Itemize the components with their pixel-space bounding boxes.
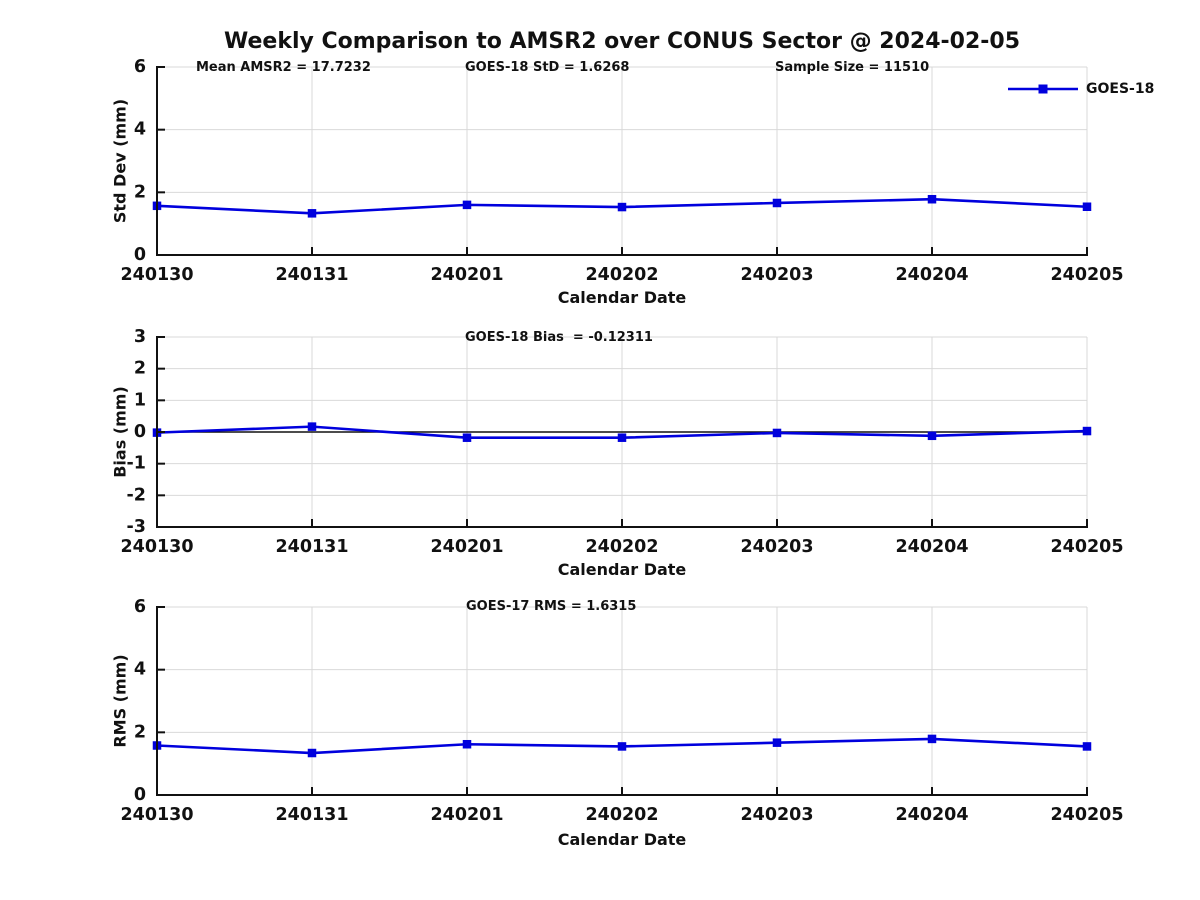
y-axis-label-bias: Bias (mm) — [110, 386, 130, 478]
x-tick-label: 240201 — [430, 537, 503, 557]
y-tick-label: 3 — [134, 327, 146, 347]
x-tick-label: 240205 — [1050, 265, 1123, 285]
x-tick-label: 240205 — [1050, 537, 1123, 557]
x-tick-label: 240131 — [275, 805, 348, 825]
data-point-marker — [617, 433, 627, 442]
y-tick-label: 1 — [134, 390, 146, 410]
y-tick-label: 4 — [134, 660, 146, 680]
legend: GOES-18 — [1006, 80, 1154, 98]
annotation-goes18-bias: GOES-18 Bias = -0.12311 — [465, 330, 653, 345]
x-tick-label: 240201 — [430, 265, 503, 285]
x-tick-label: 240202 — [585, 805, 658, 825]
data-point-marker — [1082, 426, 1092, 436]
legend-line-sample — [1008, 84, 1078, 94]
annotation-goes18-std: GOES-18 StD = 1.6268 — [465, 60, 630, 75]
page-title: Weekly Comparison to AMSR2 over CONUS Se… — [224, 29, 1020, 54]
y-tick-label: 0 — [134, 785, 146, 805]
data-point-marker — [617, 742, 627, 751]
annotation-sample-size: Sample Size = 11510 — [775, 60, 930, 75]
annotation-goes17-rms: GOES-17 RMS = 1.6315 — [466, 599, 637, 614]
x-tick-label: 240202 — [585, 265, 658, 285]
data-point-marker — [307, 209, 317, 218]
x-tick-label: 240203 — [740, 265, 813, 285]
y-axis-label-stddev: Std Dev (mm) — [110, 98, 130, 224]
annotation-mean-amsr2: Mean AMSR2 = 17.7232 — [196, 60, 371, 75]
y-tick-label: 0 — [134, 245, 146, 265]
x-tick-label: 240204 — [895, 265, 968, 285]
x-tick-label: 240205 — [1050, 805, 1123, 825]
y-tick-label: -2 — [127, 485, 146, 505]
x-axis-label-3: Calendar Date — [557, 830, 687, 849]
data-point-marker — [927, 431, 937, 441]
y-tick-label: 6 — [134, 597, 146, 617]
y-axis-label-rms: RMS (mm) — [110, 654, 130, 748]
data-point-marker — [307, 748, 317, 758]
data-point-marker — [1082, 742, 1092, 751]
y-tick-label: -3 — [127, 517, 146, 537]
y-tick-label: 2 — [134, 182, 146, 202]
data-point-marker — [772, 738, 782, 747]
y-tick-label: -1 — [127, 454, 146, 474]
x-axis-label-1: Calendar Date — [557, 288, 687, 307]
data-point-marker — [307, 422, 317, 431]
x-tick-label: 240201 — [430, 805, 503, 825]
x-tick-label: 240130 — [120, 805, 193, 825]
data-point-marker — [1082, 202, 1092, 211]
x-tick-label: 240202 — [585, 537, 658, 557]
x-tick-label: 240203 — [740, 805, 813, 825]
x-tick-label: 240130 — [120, 265, 193, 285]
x-tick-label: 240130 — [120, 537, 193, 557]
legend-label: GOES-18 — [1086, 81, 1155, 97]
x-tick-label: 240131 — [275, 265, 348, 285]
y-tick-label: 2 — [134, 722, 146, 742]
y-tick-label: 4 — [134, 120, 146, 140]
data-point-marker — [927, 194, 937, 204]
data-point-marker — [927, 734, 937, 744]
x-axis-label-2: Calendar Date — [557, 560, 687, 579]
x-tick-label: 240131 — [275, 537, 348, 557]
data-point-marker — [462, 433, 472, 442]
x-tick-label: 240203 — [740, 537, 813, 557]
y-tick-label: 0 — [134, 422, 146, 442]
legend-marker-icon — [1038, 84, 1048, 94]
x-tick-label: 240204 — [895, 805, 968, 825]
data-point-marker — [772, 198, 782, 208]
data-point-marker — [617, 202, 627, 212]
data-point-marker — [772, 428, 782, 438]
x-tick-label: 240204 — [895, 537, 968, 557]
y-tick-label: 6 — [134, 57, 146, 77]
data-point-marker — [462, 200, 472, 210]
data-point-marker — [462, 739, 472, 749]
y-tick-label: 2 — [134, 359, 146, 379]
